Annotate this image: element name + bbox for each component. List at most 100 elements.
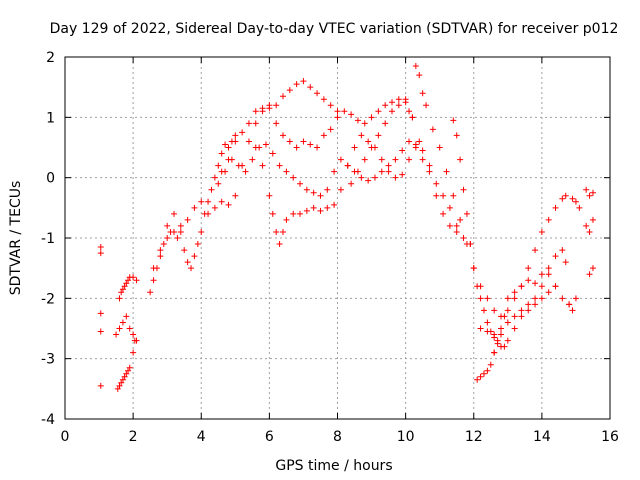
data-point xyxy=(310,204,317,211)
data-point xyxy=(130,349,137,356)
data-point xyxy=(589,189,596,196)
data-point xyxy=(395,102,402,109)
data-point xyxy=(225,144,232,151)
data-point xyxy=(222,141,229,148)
data-point xyxy=(245,138,252,145)
data-point xyxy=(491,307,498,314)
data-point xyxy=(198,198,205,205)
data-point xyxy=(538,228,545,235)
data-point xyxy=(450,192,457,199)
data-point xyxy=(232,192,239,199)
data-point xyxy=(171,228,177,235)
data-point xyxy=(211,204,218,211)
data-point xyxy=(130,274,137,281)
data-point xyxy=(562,259,569,266)
data-point xyxy=(191,253,198,260)
data-point xyxy=(121,283,128,290)
data-point xyxy=(317,207,324,214)
data-point xyxy=(453,222,460,229)
data-point xyxy=(123,370,130,377)
data-point xyxy=(125,277,132,284)
data-point xyxy=(232,132,239,139)
data-point xyxy=(484,367,491,374)
data-point xyxy=(245,120,252,127)
data-point xyxy=(406,138,413,145)
data-point xyxy=(232,138,239,145)
data-point xyxy=(416,138,423,145)
data-point xyxy=(113,331,120,338)
data-point xyxy=(361,156,368,163)
data-point xyxy=(222,168,229,175)
data-point xyxy=(395,96,402,103)
data-point xyxy=(259,162,266,169)
data-point xyxy=(293,144,300,151)
data-point xyxy=(399,147,406,154)
data-point xyxy=(344,162,351,169)
x-axis-label: GPS time / hours xyxy=(275,458,392,474)
data-point xyxy=(269,150,276,157)
data-point xyxy=(341,108,348,115)
data-point xyxy=(406,156,413,163)
data-point xyxy=(532,247,539,254)
data-point xyxy=(97,328,104,335)
data-point xyxy=(589,265,596,272)
data-point xyxy=(327,102,334,109)
data-point xyxy=(538,295,545,302)
data-point xyxy=(205,198,212,205)
data-point xyxy=(412,63,419,70)
y-tick-label: -1 xyxy=(41,231,55,247)
data-point xyxy=(177,222,184,229)
data-point xyxy=(559,295,566,302)
data-point xyxy=(501,343,508,350)
data-point xyxy=(402,96,409,103)
data-point xyxy=(589,216,596,223)
data-point xyxy=(324,186,331,193)
data-point xyxy=(259,105,266,112)
data-point xyxy=(419,147,426,154)
data-point xyxy=(273,228,280,235)
x-tick-label: 0 xyxy=(61,429,70,445)
data-point xyxy=(511,295,518,302)
data-point xyxy=(371,174,378,181)
data-point xyxy=(562,192,569,199)
data-point xyxy=(433,192,440,199)
data-point xyxy=(457,216,464,223)
data-point xyxy=(327,126,334,133)
data-point xyxy=(470,265,477,272)
data-point xyxy=(392,156,399,163)
data-point xyxy=(314,144,321,151)
data-point xyxy=(269,210,276,217)
y-tick-label: -3 xyxy=(41,352,55,368)
data-point xyxy=(97,250,104,257)
data-point xyxy=(484,328,491,335)
data-point xyxy=(532,280,539,287)
data-point xyxy=(116,325,123,332)
data-point xyxy=(337,156,344,163)
data-point xyxy=(348,111,355,118)
data-point xyxy=(123,280,130,287)
data-point xyxy=(559,195,566,202)
data-point xyxy=(358,132,365,139)
data-point xyxy=(586,271,593,278)
data-point xyxy=(399,171,406,178)
data-point xyxy=(283,168,290,175)
data-point xyxy=(460,235,467,241)
data-point xyxy=(569,195,576,202)
data-point xyxy=(559,247,566,254)
data-point xyxy=(280,93,286,100)
data-point xyxy=(532,295,539,302)
data-point xyxy=(552,253,559,260)
data-points xyxy=(97,63,596,392)
data-point xyxy=(307,141,314,148)
data-point xyxy=(491,331,498,338)
data-point xyxy=(273,102,280,109)
data-point xyxy=(429,126,436,133)
data-point xyxy=(324,204,331,211)
data-point xyxy=(150,265,157,272)
x-tick-label: 2 xyxy=(129,429,138,445)
data-point xyxy=(97,310,104,317)
x-tick-label: 8 xyxy=(333,429,342,445)
x-tick-label: 12 xyxy=(465,429,483,445)
data-point xyxy=(314,90,321,97)
data-point xyxy=(419,156,426,163)
